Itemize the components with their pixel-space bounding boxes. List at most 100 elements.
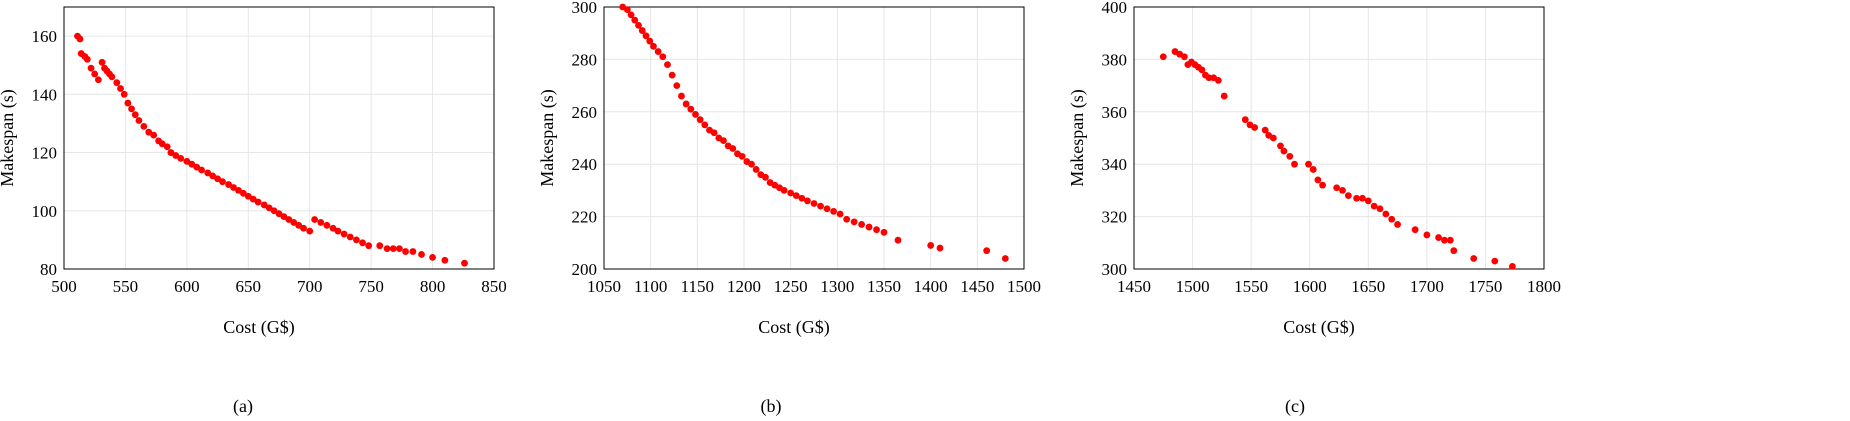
data-point <box>1394 221 1401 228</box>
data-point <box>654 48 662 55</box>
x-axis-title: Cost (G$) <box>758 317 830 338</box>
data-point <box>787 189 795 197</box>
data-point <box>230 184 237 191</box>
data-point <box>254 198 262 206</box>
data-point <box>172 152 180 159</box>
data-point <box>678 92 685 100</box>
data-point <box>729 145 737 152</box>
panel-caption: (c) <box>1285 396 1305 417</box>
x-tick-label: 1350 <box>867 277 901 296</box>
data-point <box>76 35 84 43</box>
data-point <box>98 58 106 66</box>
data-point <box>682 100 690 108</box>
data-point <box>687 105 695 113</box>
x-tick-label: 800 <box>420 277 446 296</box>
data-point <box>1270 134 1277 142</box>
chart-panel-1: 500 550 600 650 700 750 800 850 80 100 120 140 160 Co… <box>0 6 507 417</box>
x-tick-label: 600 <box>174 277 200 296</box>
y-axis-title: Makespan (s) <box>537 89 558 186</box>
data-point <box>150 131 158 139</box>
x-tick-label: 1400 <box>914 277 948 296</box>
y-tick-label: 120 <box>32 144 58 163</box>
data-point <box>1353 194 1360 202</box>
data-point <box>936 244 944 252</box>
x-tick-label: 1500 <box>1007 277 1041 296</box>
data-point <box>623 6 631 14</box>
data-point <box>752 166 760 173</box>
data-point <box>353 236 360 244</box>
x-tick-label: 1200 <box>727 277 761 296</box>
data-point <box>1411 226 1419 234</box>
data-point <box>642 32 650 40</box>
x-tick-label: 1600 <box>1293 277 1327 296</box>
data-point <box>1423 231 1431 239</box>
y-tick-label: 280 <box>572 50 598 69</box>
data-point <box>329 224 337 232</box>
scatter-series <box>619 3 1009 262</box>
x-tick-label: 1700 <box>1410 277 1444 296</box>
y-tick-label: 260 <box>572 103 598 122</box>
data-point <box>365 242 373 250</box>
plot-frame <box>63 6 495 270</box>
data-point <box>376 242 384 250</box>
data-point <box>383 245 391 253</box>
x-tick-label: 550 <box>113 277 139 296</box>
data-point <box>402 248 409 255</box>
data-point <box>183 157 191 165</box>
data-point <box>1382 210 1390 218</box>
data-point <box>1333 184 1341 192</box>
data-point <box>1376 205 1384 213</box>
y-tick-label: 200 <box>572 260 598 279</box>
data-point <box>627 11 635 19</box>
data-point <box>225 181 233 188</box>
data-point <box>145 128 153 136</box>
data-point <box>124 99 132 107</box>
data-point <box>710 129 718 137</box>
data-point <box>780 187 788 194</box>
panel-caption: (b) <box>761 396 782 417</box>
data-point <box>1251 124 1259 131</box>
data-point <box>1277 142 1284 150</box>
data-point <box>894 236 902 244</box>
data-point <box>880 228 888 236</box>
data-point <box>1220 92 1228 100</box>
data-point <box>389 245 397 253</box>
x-tick-label: 850 <box>481 277 507 296</box>
data-point <box>429 253 436 261</box>
x-tick-label: 500 <box>51 277 77 296</box>
data-point <box>873 226 880 234</box>
data-point <box>359 239 366 247</box>
data-point <box>1388 215 1396 223</box>
data-point <box>396 245 403 253</box>
data-point <box>1344 192 1352 200</box>
x-tick-label: 1750 <box>1468 277 1502 296</box>
x-tick-label: 1450 <box>1117 277 1151 296</box>
data-point <box>1291 160 1298 168</box>
data-point <box>219 178 226 186</box>
data-point <box>858 221 865 228</box>
data-point <box>1359 194 1366 202</box>
y-tick-label: 380 <box>1102 50 1128 69</box>
y-tick-label: 160 <box>32 27 58 46</box>
chart-panel-3: 1450 1500 1550 1600 1650 1700 1750 1800 300 320 34… <box>1067 0 1561 417</box>
data-point <box>1198 66 1206 74</box>
data-point <box>188 160 196 168</box>
data-point <box>346 233 354 241</box>
data-point <box>244 192 252 200</box>
data-point <box>1446 236 1454 244</box>
data-point <box>311 216 319 223</box>
x-tick-label: 1650 <box>1351 277 1385 296</box>
data-point <box>441 256 449 264</box>
data-point <box>1319 181 1326 189</box>
data-point <box>1314 176 1322 184</box>
data-point <box>692 111 699 118</box>
data-point <box>158 140 166 148</box>
data-point <box>1309 166 1317 173</box>
plot-frame <box>603 6 1025 270</box>
data-point <box>163 143 171 151</box>
panel-caption: (a) <box>233 396 253 417</box>
data-point <box>748 160 755 168</box>
x-tick-label: 1050 <box>587 277 621 296</box>
data-point <box>193 163 201 171</box>
data-point <box>1441 236 1448 244</box>
